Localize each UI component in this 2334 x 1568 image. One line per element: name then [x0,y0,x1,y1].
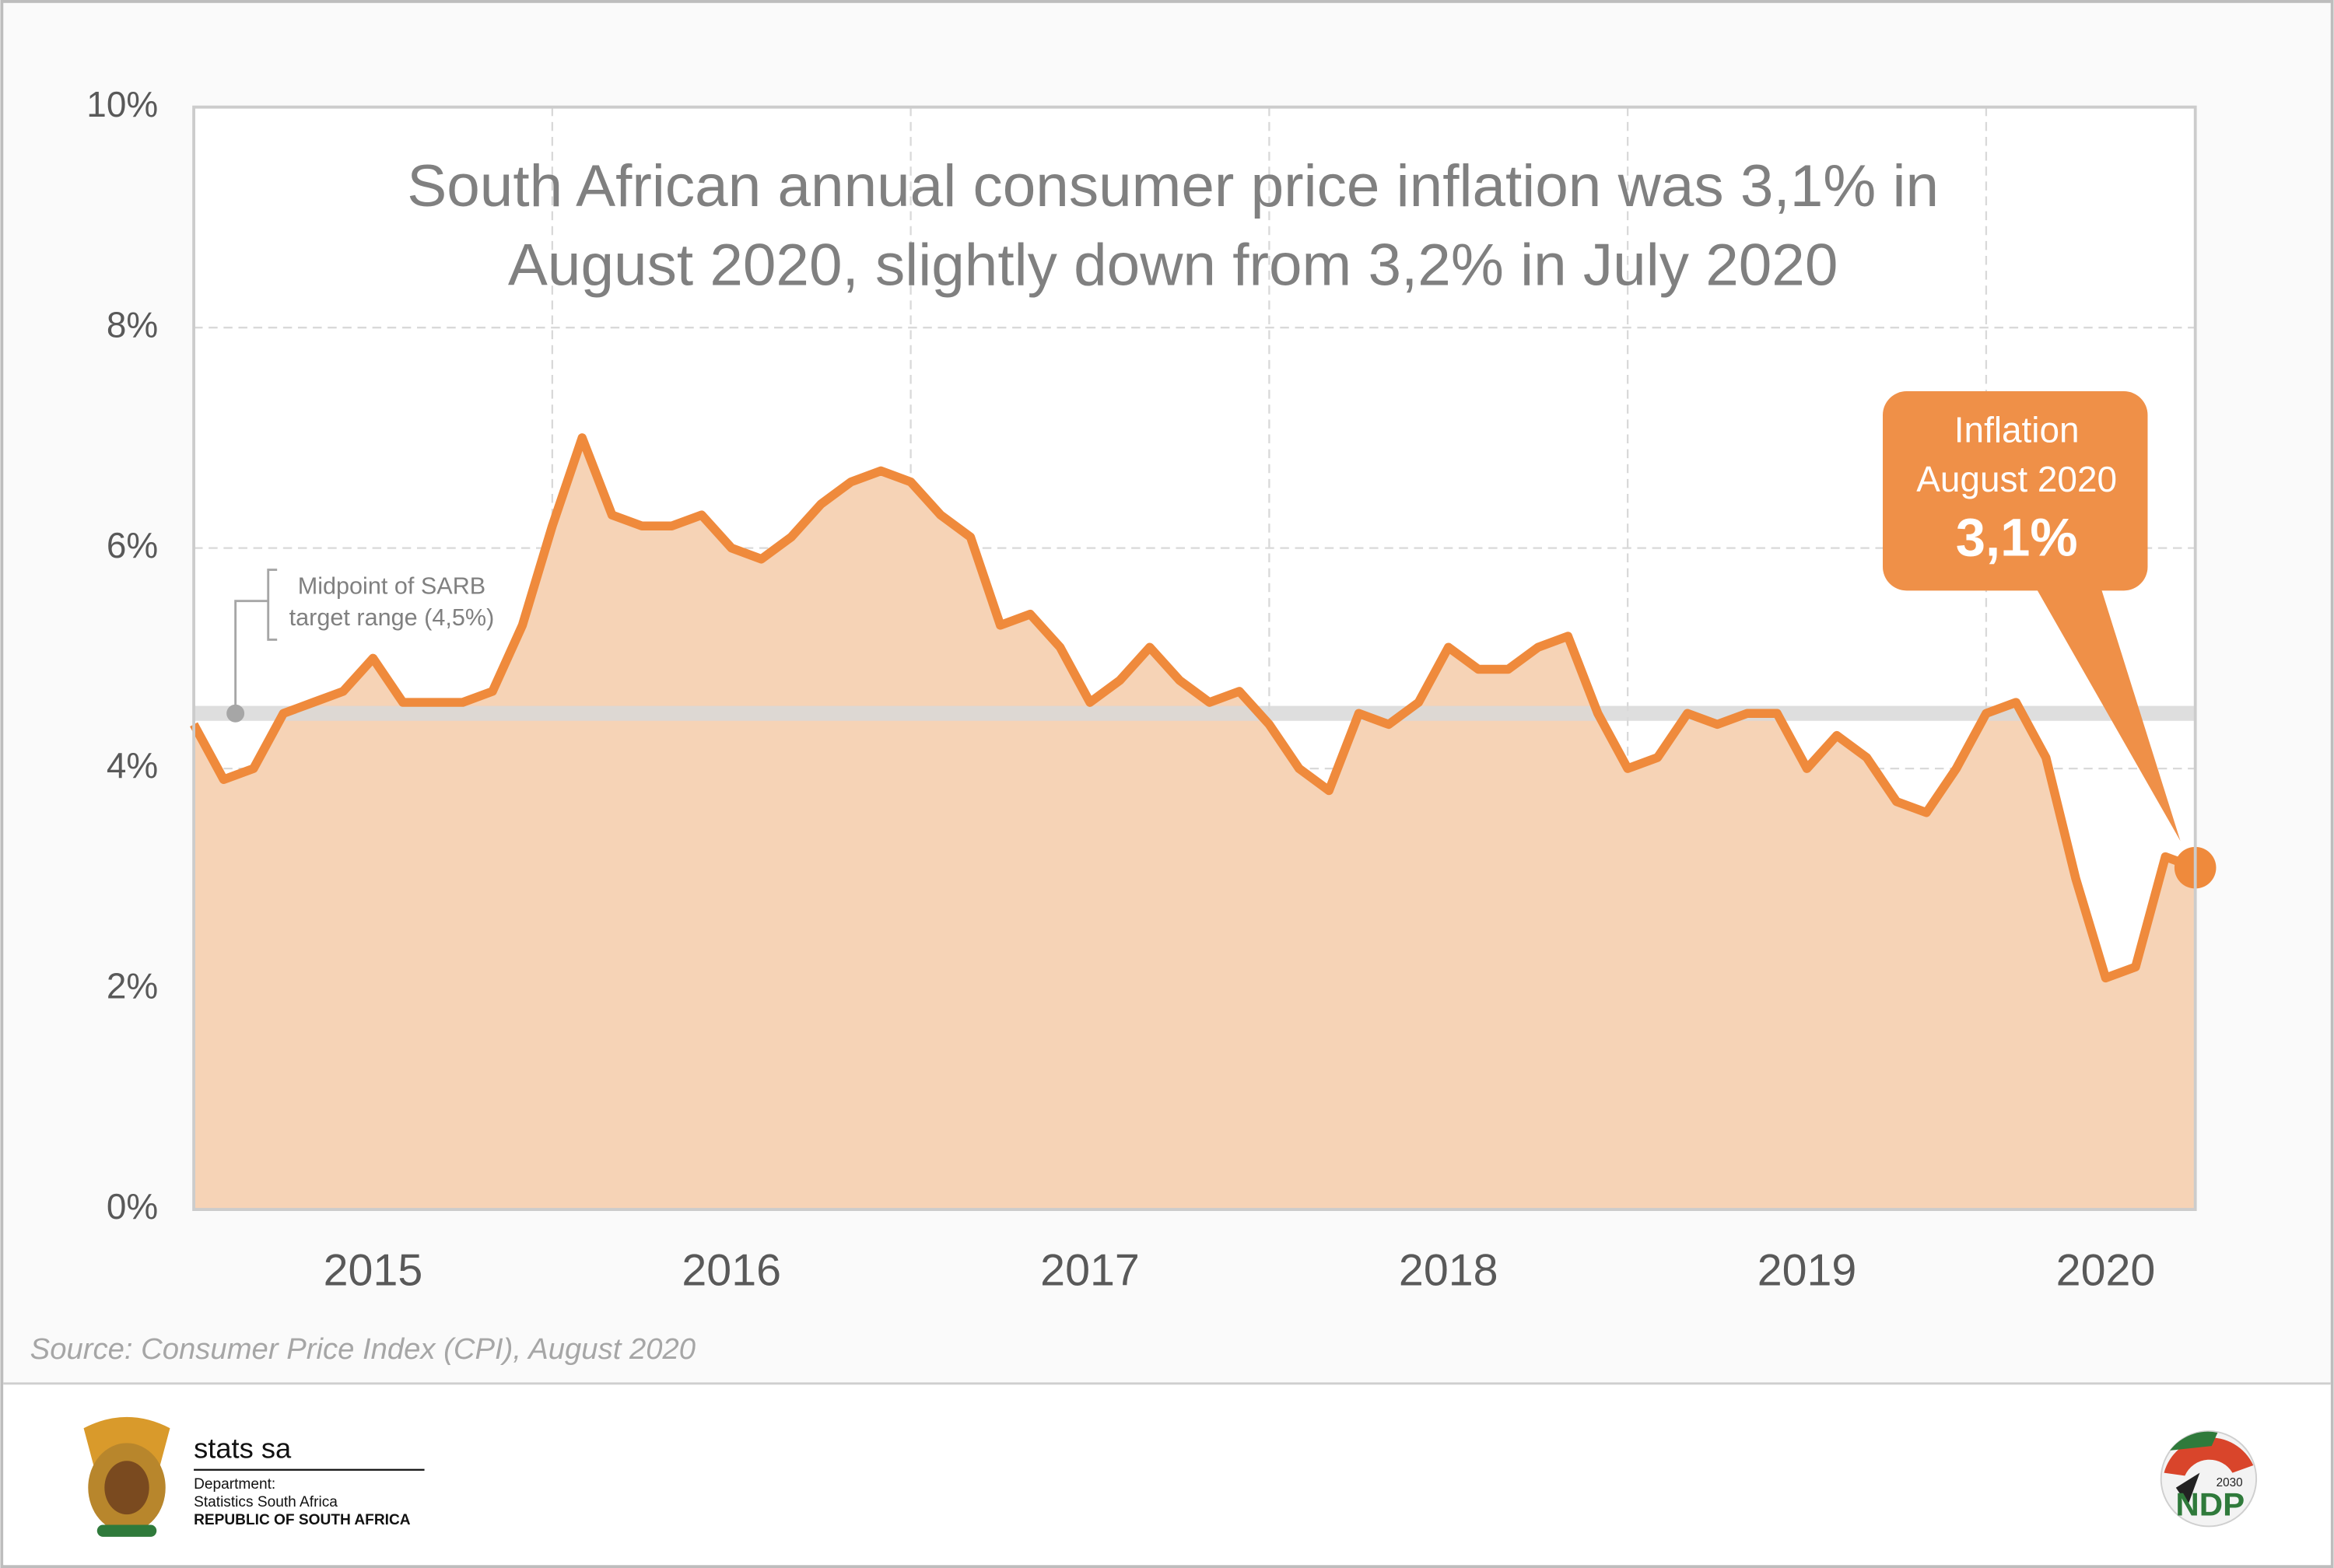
ndp-logo [2160,1430,2258,1528]
country: REPUBLIC OF SOUTH AFRICA [194,1512,411,1528]
brand: stats sa [194,1432,292,1464]
coat-of-arms [83,1416,170,1537]
y-tick-label: 4% [107,745,158,786]
x-tick-label: 2016 [682,1245,781,1295]
x-tick-label: 2017 [1040,1245,1140,1295]
y-tick-label: 8% [107,304,158,345]
callout-box [1883,391,2148,591]
area [194,437,2196,1210]
ndp-year: 2030 [2217,1476,2243,1489]
line [190,433,2197,983]
ndp: NDP [2175,1486,2245,1523]
callout-value: 3,1% [1956,507,2078,567]
plot-border [192,105,2197,1211]
callout-pointer [2031,579,2181,842]
y-tick-label: 6% [107,525,158,565]
footer-band [3,1383,2331,1566]
reference-label: Midpoint of SARB [298,573,485,600]
y-tick-label: 10% [86,84,158,124]
chart-title: August 2020, slightly down from 3,2% in … [508,232,1838,298]
callout-text: Inflation [1954,410,2080,450]
plot: 0% 2% 4% 6% 8% 10% 2015 2016 2017 2018 2019 2020 Mid… [86,84,2217,1295]
x-tick-label: 2015 [324,1245,423,1295]
reference-leader [234,569,278,714]
y-tick-label: 2% [107,966,158,1006]
source: Source: Consumer Price Index (CPI), Augu… [30,1332,696,1366]
x-tick-label: 2018 [1399,1245,1498,1295]
chart-title: South African annual consumer price infl… [407,153,1939,219]
y-tick-label: 0% [107,1186,158,1227]
x-tick-label: 2019 [1758,1245,1857,1295]
reference-label: target range (4,5%) [289,604,495,631]
agency: Statistics South Africa [194,1494,338,1510]
x-tick-label: 2020 [2056,1245,2156,1295]
department: Department: [194,1476,275,1493]
callout-text: August 2020 [1916,459,2117,499]
